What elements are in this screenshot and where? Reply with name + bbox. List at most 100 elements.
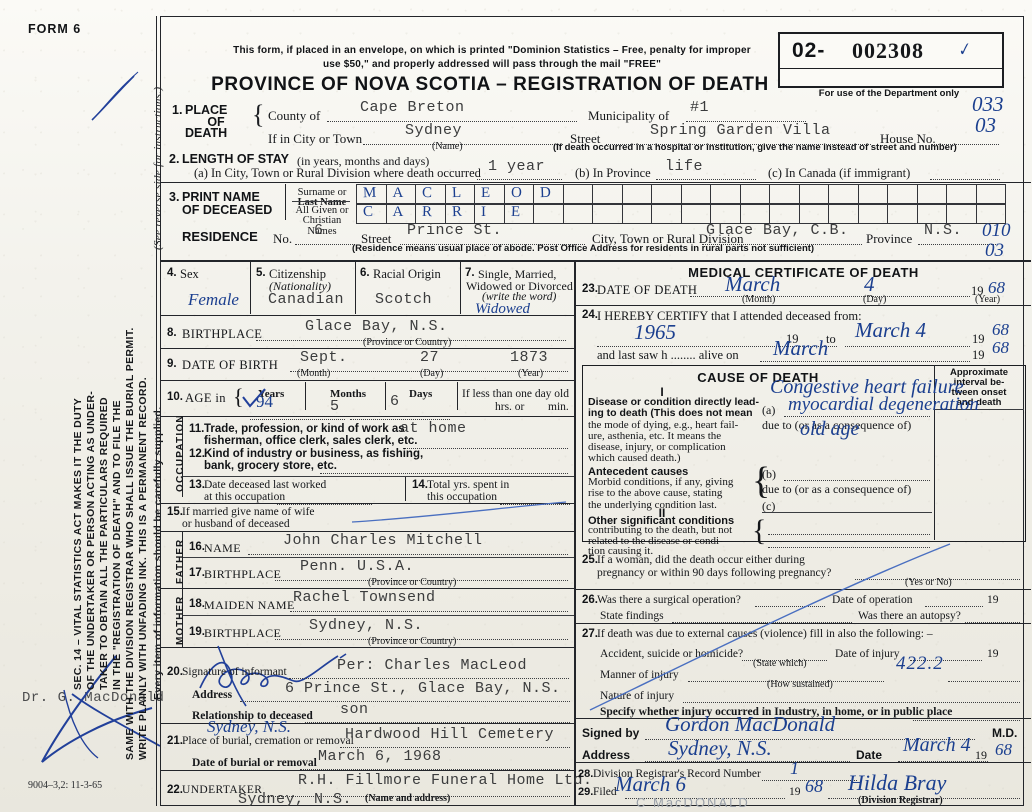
item20-address-value: 6 Prince St., Glace Bay, N.S. bbox=[285, 680, 561, 697]
item23-month-value: March bbox=[725, 272, 781, 296]
pencil-annotation: C MacDONALD bbox=[636, 795, 750, 810]
name-cell-letter: A bbox=[392, 204, 404, 220]
name-cell-letter: I bbox=[481, 204, 486, 220]
item10-hrs-label: hrs. or bbox=[495, 401, 525, 413]
cause-due-to-label-a: due to (or as a consequence of) bbox=[762, 418, 912, 432]
item10-brace: { bbox=[233, 384, 244, 409]
item1-city-value: Sydney bbox=[405, 122, 463, 139]
item24-label: I HEREBY CERTIFY that I attended decease… bbox=[597, 309, 862, 323]
cause-line-c-label: (c) bbox=[762, 499, 776, 513]
cause-direct-line-6: which caused death.) bbox=[588, 452, 681, 465]
item10-label: AGE in bbox=[185, 391, 226, 405]
cause-other-title: Other significant conditions bbox=[588, 515, 735, 527]
item26-date-label: Date of operation bbox=[832, 594, 913, 606]
name-cell bbox=[474, 204, 504, 223]
item10-number: 10. bbox=[167, 391, 183, 403]
signed-by-value: Gordon MacDonald bbox=[665, 712, 836, 736]
item9-day-value: 27 bbox=[420, 349, 440, 366]
item3-divider bbox=[285, 184, 286, 220]
item17-caption: (Province or Country) bbox=[368, 577, 457, 588]
item11-number: 11. bbox=[189, 423, 205, 435]
item12-label-1: Kind of industry or business, as fishing… bbox=[204, 448, 424, 460]
item10-days-value: 6 bbox=[390, 393, 400, 410]
father-side-label: FATHER bbox=[175, 538, 186, 584]
item1-municipality-label: Municipality of bbox=[588, 108, 670, 123]
item1-number: 1. bbox=[172, 103, 183, 117]
item2-b-rule bbox=[656, 166, 756, 180]
name-cell bbox=[828, 185, 858, 204]
item9-year-value: 1873 bbox=[510, 349, 549, 366]
rule-under-item8 bbox=[161, 348, 574, 349]
item10-months-label: Months bbox=[330, 388, 367, 400]
item24-to-year-prefix: 19 bbox=[972, 332, 985, 346]
residence-street-label: Street bbox=[361, 231, 392, 246]
rule-under-item7 bbox=[161, 315, 574, 316]
item7-number: 7. bbox=[465, 267, 475, 279]
item11-label-1: Trade, profession, or kind of work as bbox=[204, 423, 405, 435]
item25-label-1: If a woman, did the death occur either d… bbox=[597, 554, 805, 566]
rule-under-item18 bbox=[183, 615, 574, 616]
name-cell bbox=[385, 204, 416, 223]
item2-number: 2. bbox=[169, 152, 180, 166]
document-title: PROVINCE OF NOVA SCOTIA – REGISTRATION O… bbox=[211, 74, 769, 95]
item4-label: Sex bbox=[180, 267, 199, 281]
item29-registrar-rule bbox=[828, 786, 1020, 799]
item9-month-value: Sept. bbox=[300, 349, 348, 366]
cause-line-a-value: myocardial degeneration bbox=[788, 394, 979, 415]
cause-line-c-rule bbox=[784, 499, 930, 513]
item21-date-label: Date of burial or removal bbox=[192, 757, 317, 769]
item8-caption: (Province or Country) bbox=[363, 337, 452, 348]
item19-caption: (Province or Country) bbox=[368, 636, 457, 647]
residence-street-rule bbox=[400, 231, 585, 245]
item1-street-rule bbox=[606, 131, 871, 145]
residence-province-value: N.S. bbox=[924, 222, 963, 239]
name-cell bbox=[444, 204, 475, 223]
item10-divider-3 bbox=[457, 382, 458, 410]
name-cell bbox=[503, 185, 534, 204]
item23-rule bbox=[690, 283, 970, 297]
item28-rule bbox=[762, 768, 857, 781]
item24-from-value: 1965 bbox=[634, 320, 676, 344]
rule-under-signed bbox=[576, 762, 1031, 763]
item29-registrar-caption: (Division Registrar) bbox=[858, 795, 943, 806]
item29-date-rule bbox=[625, 786, 785, 799]
item6-number: 6. bbox=[360, 267, 370, 279]
cause-other-rule-2 bbox=[768, 535, 930, 548]
item18-number: 18. bbox=[189, 598, 205, 610]
item8-label: BIRTHPLACE bbox=[182, 327, 263, 341]
cause-antecedent-line-1: Morbid conditions, if any, giving bbox=[588, 476, 734, 488]
item22-value-1: R.H. Fillmore Funeral Home Ltd. bbox=[298, 772, 593, 789]
rule-under-item10 bbox=[161, 416, 574, 417]
item22-caption: (Name and address) bbox=[365, 793, 451, 804]
rule-under-item9 bbox=[161, 380, 574, 381]
item10-min-label: min. bbox=[548, 401, 569, 413]
item22-number: 22. bbox=[167, 784, 183, 796]
name-cell bbox=[356, 204, 386, 223]
cause-line-a-top-value: Congestive heart failure bbox=[770, 376, 964, 398]
item7-label-1: Single, Married, bbox=[478, 267, 557, 281]
item8-rule bbox=[256, 327, 566, 341]
cause-section2-rule bbox=[762, 512, 932, 513]
name-cell bbox=[415, 185, 445, 204]
cause-direct-line-4: ure, asthenia, etc. It means the bbox=[588, 429, 722, 442]
item20-relationship-value: son bbox=[340, 701, 369, 718]
item1-street-label: Street bbox=[570, 131, 601, 146]
item12-label-2: bank, grocery store, etc. bbox=[204, 460, 337, 472]
name-cell bbox=[533, 204, 563, 223]
item2-title-note: (in years, months and days) bbox=[297, 154, 430, 168]
residence-no-label: No. bbox=[273, 231, 293, 246]
item2-title: LENGTH OF STAY bbox=[182, 152, 289, 166]
margin-notice-line-3: TAKER TO OBTAIN ALL THE PARTICULARS REQU… bbox=[98, 397, 110, 690]
name-cell bbox=[798, 204, 829, 223]
occupation-side-label: OCCUPATION bbox=[175, 414, 186, 492]
item14-label-1: Total yrs. spent in bbox=[427, 479, 510, 491]
signed-address-label: Address bbox=[582, 748, 631, 762]
item26-number: 26. bbox=[582, 594, 598, 606]
cause-numeral-1: I bbox=[660, 385, 664, 399]
item18-rule bbox=[290, 598, 568, 612]
item17-rule bbox=[275, 567, 568, 581]
cause-direct-line-1: Disease or condition directly lead- bbox=[588, 396, 759, 408]
signed-date-year-prefix: 19 bbox=[975, 748, 987, 762]
signed-date-label: Date bbox=[856, 748, 883, 762]
name-cell bbox=[769, 204, 799, 223]
